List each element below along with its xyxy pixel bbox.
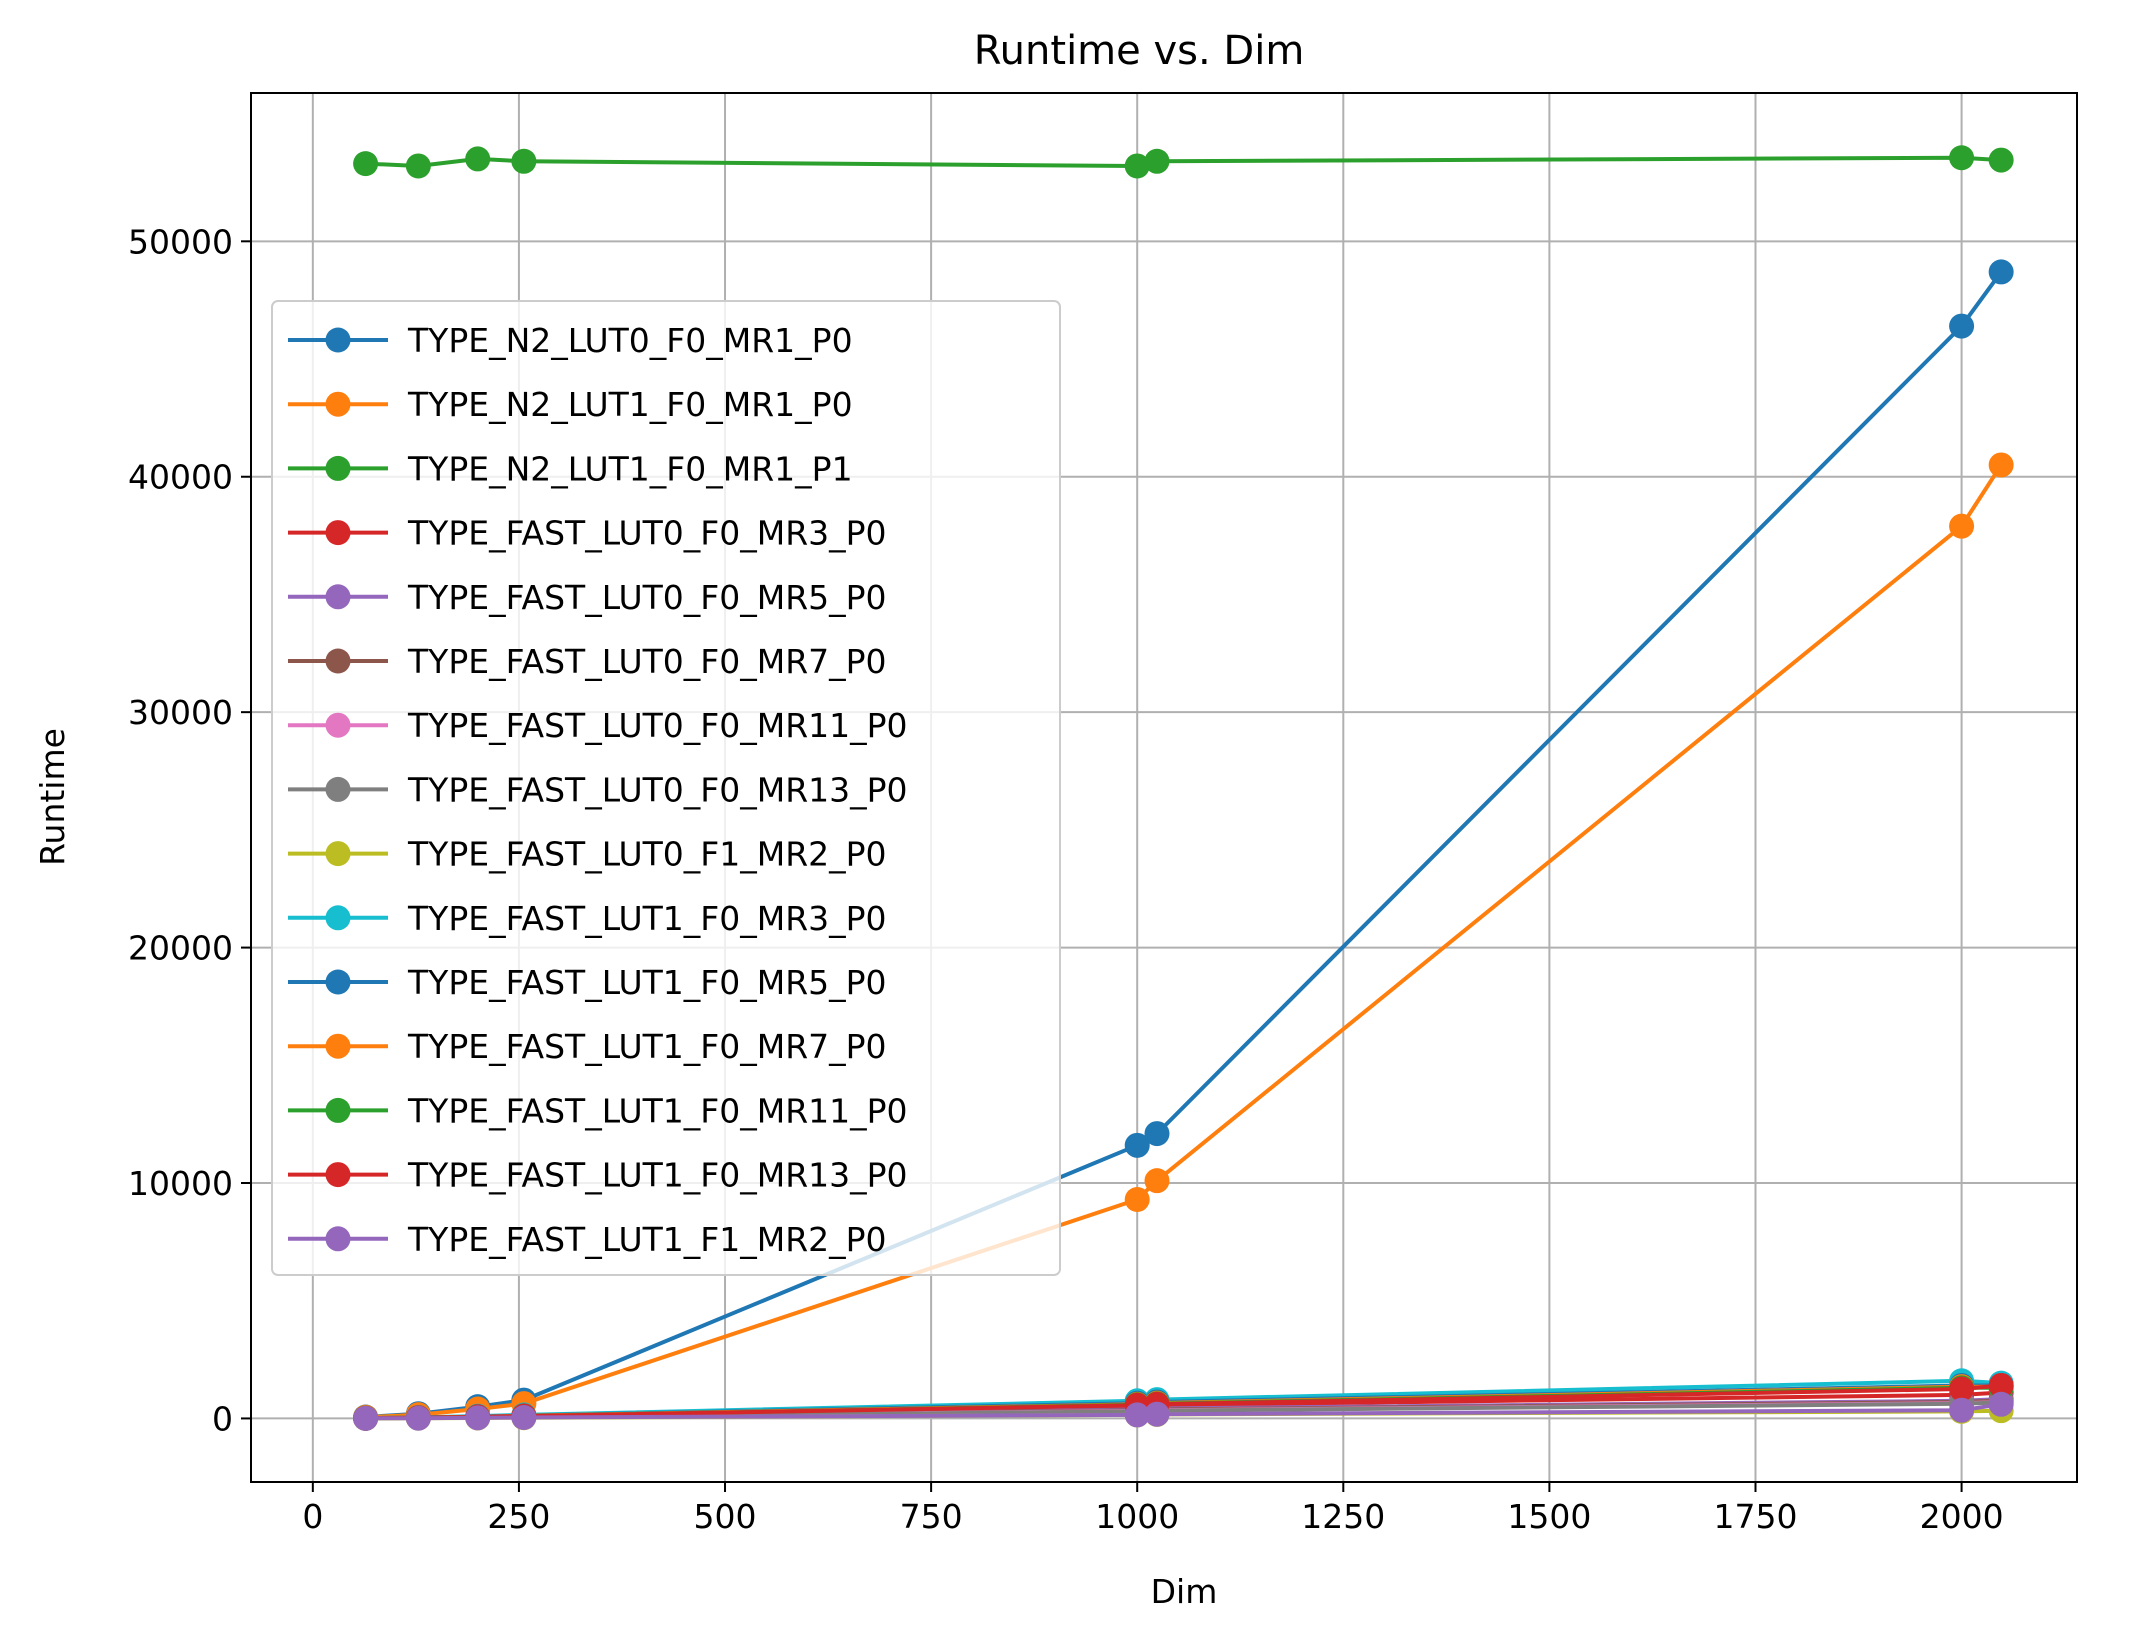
legend-item: TYPE_FAST_LUT1_F0_MR13_P0 [288, 1156, 908, 1195]
legend: TYPE_N2_LUT0_F0_MR1_P0 TYPE_N2_LUT1_F0_MR… [271, 300, 1061, 1276]
legend-swatch-marker [325, 391, 351, 417]
legend-item: TYPE_FAST_LUT1_F0_MR7_P0 [288, 1027, 887, 1066]
legend-swatch-marker [325, 1033, 351, 1059]
legend-item: TYPE_FAST_LUT1_F0_MR5_P0 [288, 963, 887, 1002]
y-tick-label: 30000 [128, 693, 233, 732]
data-point [405, 153, 431, 179]
series-layer [353, 145, 2014, 1431]
data-point [1124, 1186, 1150, 1212]
legend-label: TYPE_N2_LUT1_F0_MR1_P0 [407, 385, 853, 424]
legend-label: TYPE_N2_LUT1_F0_MR1_P1 [407, 449, 853, 488]
data-point [353, 151, 379, 177]
legend-label: TYPE_FAST_LUT0_F0_MR13_P0 [407, 770, 908, 809]
legend-item: TYPE_FAST_LUT1_F0_MR11_P0 [288, 1091, 908, 1130]
legend-label: TYPE_FAST_LUT1_F0_MR3_P0 [407, 899, 887, 938]
legend-label: TYPE_FAST_LUT1_F0_MR11_P0 [407, 1091, 908, 1130]
legend-item: TYPE_N2_LUT1_F0_MR1_P0 [288, 385, 853, 424]
data-point [1144, 148, 1170, 174]
data-point [511, 148, 537, 174]
legend-item: TYPE_N2_LUT0_F0_MR1_P0 [288, 321, 853, 360]
legend-swatch-marker [325, 327, 351, 353]
legend-swatch-marker [325, 584, 351, 610]
y-tick-label: 40000 [128, 458, 233, 497]
axis-ticks: 0 250 500 750 1000 1250 1500 1750 20000100002000… [128, 222, 2004, 1536]
x-tick-label: 1750 [1713, 1497, 1797, 1536]
data-point [1949, 513, 1975, 539]
legend-label: TYPE_FAST_LUT1_F0_MR7_P0 [407, 1027, 887, 1066]
legend-item: TYPE_FAST_LUT0_F1_MR2_P0 [288, 835, 887, 874]
x-tick-label: 0 [302, 1497, 323, 1536]
data-point [1124, 1132, 1150, 1158]
data-point [1988, 1391, 2014, 1417]
legend-label: TYPE_FAST_LUT0_F0_MR5_P0 [407, 578, 887, 617]
data-point [1988, 1372, 2014, 1398]
data-point [1949, 313, 1975, 339]
legend-label: TYPE_N2_LUT0_F0_MR1_P0 [407, 321, 853, 360]
data-point [353, 1405, 379, 1431]
data-point [1144, 1121, 1170, 1147]
legend-label: TYPE_FAST_LUT1_F1_MR2_P0 [407, 1220, 887, 1259]
y-tick-label: 0 [212, 1399, 233, 1438]
legend-swatch-marker [325, 1226, 351, 1252]
data-point [465, 146, 491, 172]
legend-swatch-marker [325, 455, 351, 481]
data-point [1124, 1402, 1150, 1428]
legend-item: TYPE_FAST_LUT0_F0_MR7_P0 [288, 642, 887, 681]
x-tick-label: 250 [487, 1497, 550, 1536]
y-tick-label: 10000 [128, 1164, 233, 1203]
legend-item: TYPE_FAST_LUT0_F0_MR11_P0 [288, 706, 908, 745]
legend-swatch-marker [325, 969, 351, 995]
legend-label: TYPE_FAST_LUT1_F0_MR5_P0 [407, 963, 887, 1002]
y-tick-label: 20000 [128, 929, 233, 968]
legend-swatch-marker [325, 905, 351, 931]
data-point [1949, 1376, 1975, 1402]
legend-swatch-marker [325, 520, 351, 546]
x-tick-label: 1500 [1507, 1497, 1591, 1536]
plot-frame [250, 92, 2078, 1483]
x-tick-label: 2000 [1920, 1497, 2004, 1536]
legend-item: TYPE_N2_LUT1_F0_MR1_P1 [288, 449, 853, 488]
legend-swatch-marker [325, 841, 351, 867]
data-point [465, 1405, 491, 1431]
legend-item: TYPE_FAST_LUT1_F1_MR2_P0 [288, 1220, 887, 1259]
legend-box [271, 300, 1061, 1276]
legend-label: TYPE_FAST_LUT0_F1_MR2_P0 [407, 835, 887, 874]
legend-swatch-marker [325, 648, 351, 674]
legend-label: TYPE_FAST_LUT0_F0_MR7_P0 [407, 642, 887, 681]
data-point [511, 1404, 537, 1430]
legend-label: TYPE_FAST_LUT0_F0_MR11_P0 [407, 706, 908, 745]
legend-item: TYPE_FAST_LUT0_F0_MR5_P0 [288, 578, 887, 617]
data-point [1949, 1397, 1975, 1423]
data-point [1124, 153, 1150, 179]
y-tick-label: 50000 [128, 222, 233, 261]
legend-item: TYPE_FAST_LUT1_F0_MR3_P0 [288, 899, 887, 938]
legend-label: TYPE_FAST_LUT1_F0_MR13_P0 [407, 1156, 908, 1195]
x-tick-label: 1250 [1301, 1497, 1385, 1536]
data-point [1144, 1168, 1170, 1194]
x-tick-label: 500 [694, 1497, 757, 1536]
data-point [1949, 145, 1975, 171]
legend-swatch-marker [325, 776, 351, 802]
series-TYPE_FAST_LUT1_F1_MR2_P0 [353, 1391, 2014, 1431]
chart-title: Runtime vs. Dim [974, 28, 1305, 74]
legend-item: TYPE_FAST_LUT0_F0_MR13_P0 [288, 770, 908, 809]
legend-swatch-marker [325, 712, 351, 738]
series-TYPE_N2_LUT1_F0_MR1_P1 [353, 145, 2014, 179]
legend-swatch-marker [325, 1097, 351, 1123]
y-axis-title: Runtime [33, 728, 72, 866]
legend-item: TYPE_FAST_LUT0_F0_MR3_P0 [288, 514, 887, 553]
x-tick-label: 750 [900, 1497, 963, 1536]
data-point [405, 1405, 431, 1431]
x-axis-title: Dim [1151, 1572, 1218, 1611]
data-point [1988, 452, 2014, 478]
data-point [1988, 147, 2014, 173]
legend-label: TYPE_FAST_LUT0_F0_MR3_P0 [407, 514, 887, 553]
data-point [1988, 259, 2014, 285]
x-tick-label: 1000 [1095, 1497, 1179, 1536]
legend-swatch-marker [325, 1162, 351, 1188]
data-point [1144, 1401, 1170, 1427]
